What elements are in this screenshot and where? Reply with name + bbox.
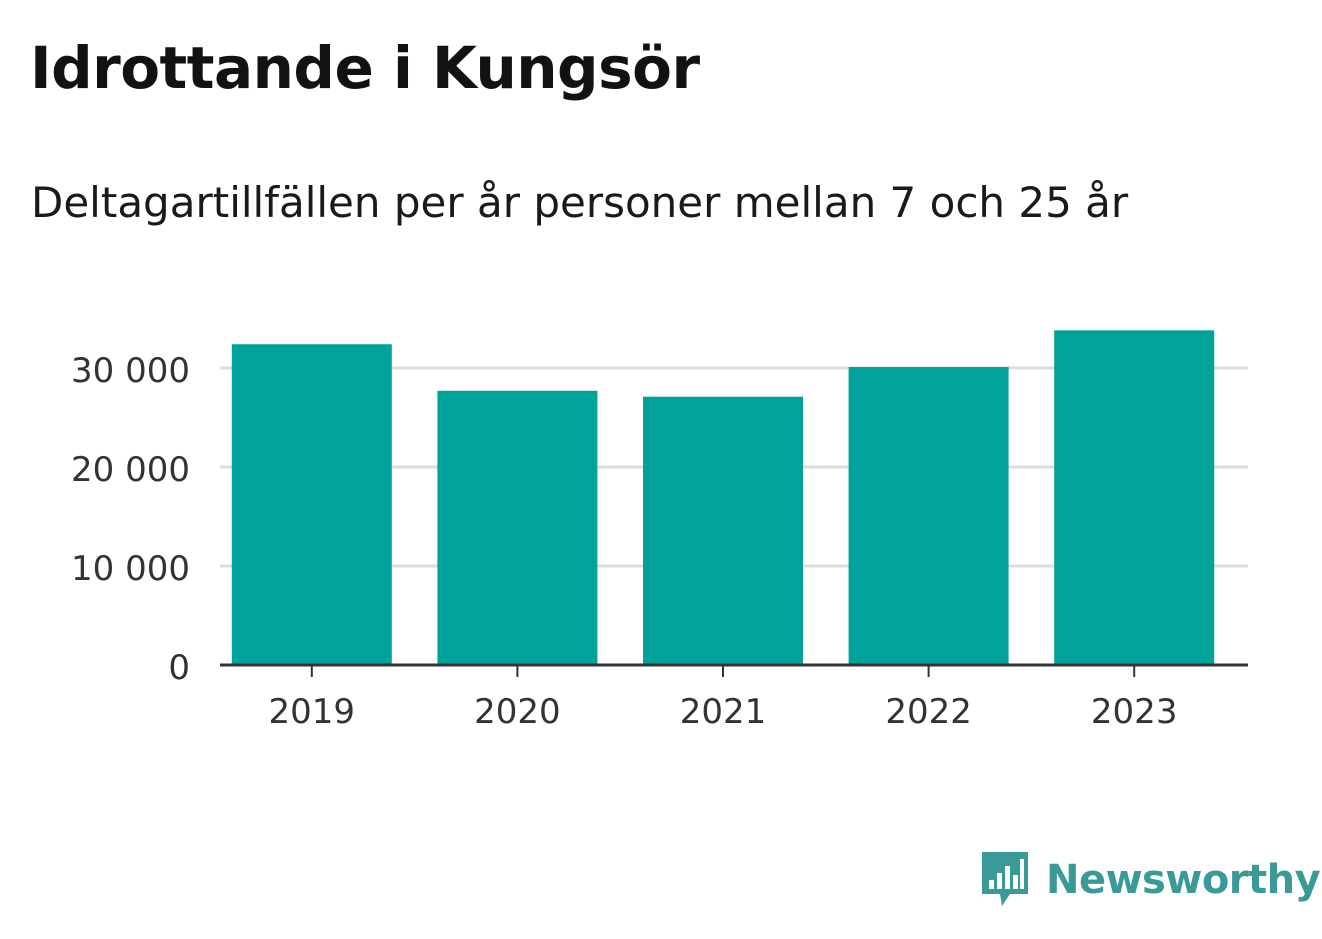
bar-2023 bbox=[1054, 330, 1215, 665]
y-tick-label: 0 bbox=[168, 648, 190, 688]
logo-chat-bars-icon bbox=[982, 852, 1028, 906]
x-tick-label: 2023 bbox=[1091, 692, 1178, 732]
x-tick-label: 2021 bbox=[680, 692, 767, 732]
y-tick-label: 10 000 bbox=[71, 549, 190, 589]
chart-subtitle: Deltagartillfällen per år personer mella… bbox=[31, 178, 1129, 227]
bar-2021 bbox=[643, 396, 803, 665]
chart-title: Idrottande i Kungsör bbox=[30, 34, 700, 102]
newsworthy-logo: Newsworthy bbox=[980, 850, 1321, 910]
logo-text: Newsworthy bbox=[1046, 857, 1321, 903]
y-tick-label: 30 000 bbox=[71, 351, 190, 391]
bar-2020 bbox=[437, 390, 598, 665]
bar-2022 bbox=[848, 367, 1009, 665]
y-tick-label: 20 000 bbox=[71, 450, 190, 490]
x-tick-label: 2019 bbox=[269, 692, 356, 732]
x-tick-label: 2020 bbox=[474, 692, 561, 732]
axes: 0 10 000 20 000 30 000 2019 2020 2021 2022 2023 bbox=[71, 351, 1248, 732]
x-tick-label: 2022 bbox=[885, 692, 972, 732]
bars bbox=[231, 330, 1215, 665]
bar-2019 bbox=[231, 344, 392, 665]
